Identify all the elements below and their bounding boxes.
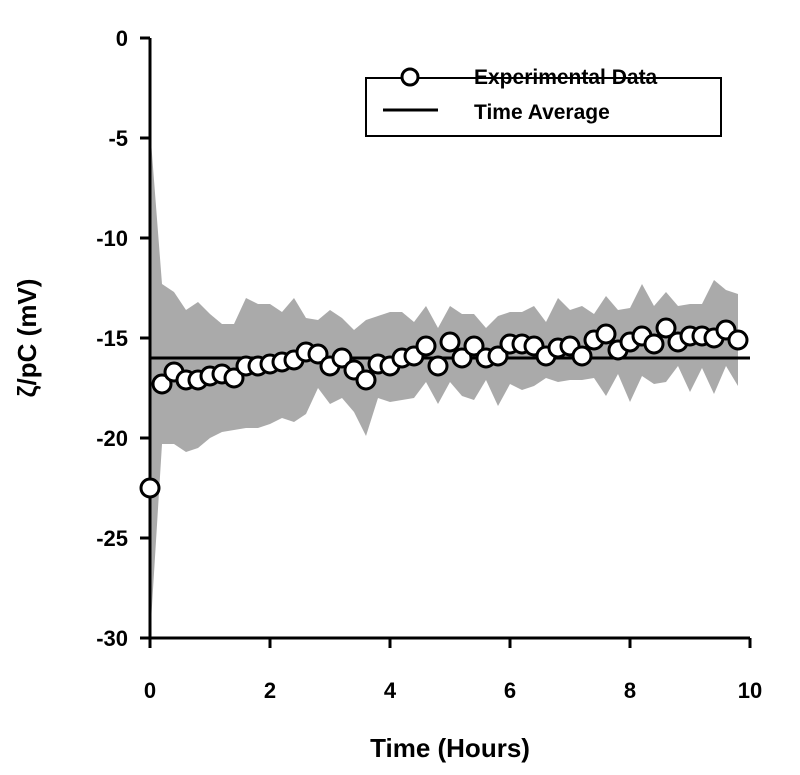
data-point <box>331 347 353 369</box>
legend: Experimental Data Time Average <box>365 66 722 137</box>
data-point <box>223 367 245 389</box>
x-tick-label: 6 <box>504 678 516 703</box>
data-point <box>355 369 377 391</box>
data-point <box>439 331 461 353</box>
error-band <box>150 128 738 638</box>
data-point <box>415 335 437 357</box>
y-tick-label: -5 <box>108 126 128 151</box>
data-point <box>571 345 593 367</box>
data-point <box>595 323 617 345</box>
data-point <box>655 317 677 339</box>
data-point <box>151 373 173 395</box>
x-tick-label: 4 <box>384 678 397 703</box>
y-tick-label: -20 <box>96 426 128 451</box>
x-tick-label: 0 <box>144 678 156 703</box>
data-point <box>307 343 329 365</box>
y-tick-label: -15 <box>96 326 128 351</box>
y-tick-label: -30 <box>96 626 128 651</box>
data-point <box>427 355 449 377</box>
x-tick-label: 10 <box>738 678 762 703</box>
data-point <box>487 345 509 367</box>
y-tick-label: -10 <box>96 226 128 251</box>
data-point <box>727 329 749 351</box>
data-point <box>643 333 665 355</box>
legend-box <box>365 77 722 137</box>
legend-label-average: Time Average <box>474 101 610 124</box>
legend-label-experimental: Experimental Data <box>474 66 658 89</box>
y-tick-label: 0 <box>116 26 128 51</box>
y-axis-label: ζ/pC (mV) <box>12 279 42 398</box>
data-point <box>451 347 473 369</box>
x-tick-label: 8 <box>624 678 636 703</box>
y-tick-label: -25 <box>96 526 128 551</box>
x-axis-label: Time (Hours) <box>370 733 530 763</box>
data-point <box>463 335 485 357</box>
data-point <box>139 477 161 499</box>
x-tick-label: 2 <box>264 678 276 703</box>
legend-marker-experimental <box>400 67 420 87</box>
